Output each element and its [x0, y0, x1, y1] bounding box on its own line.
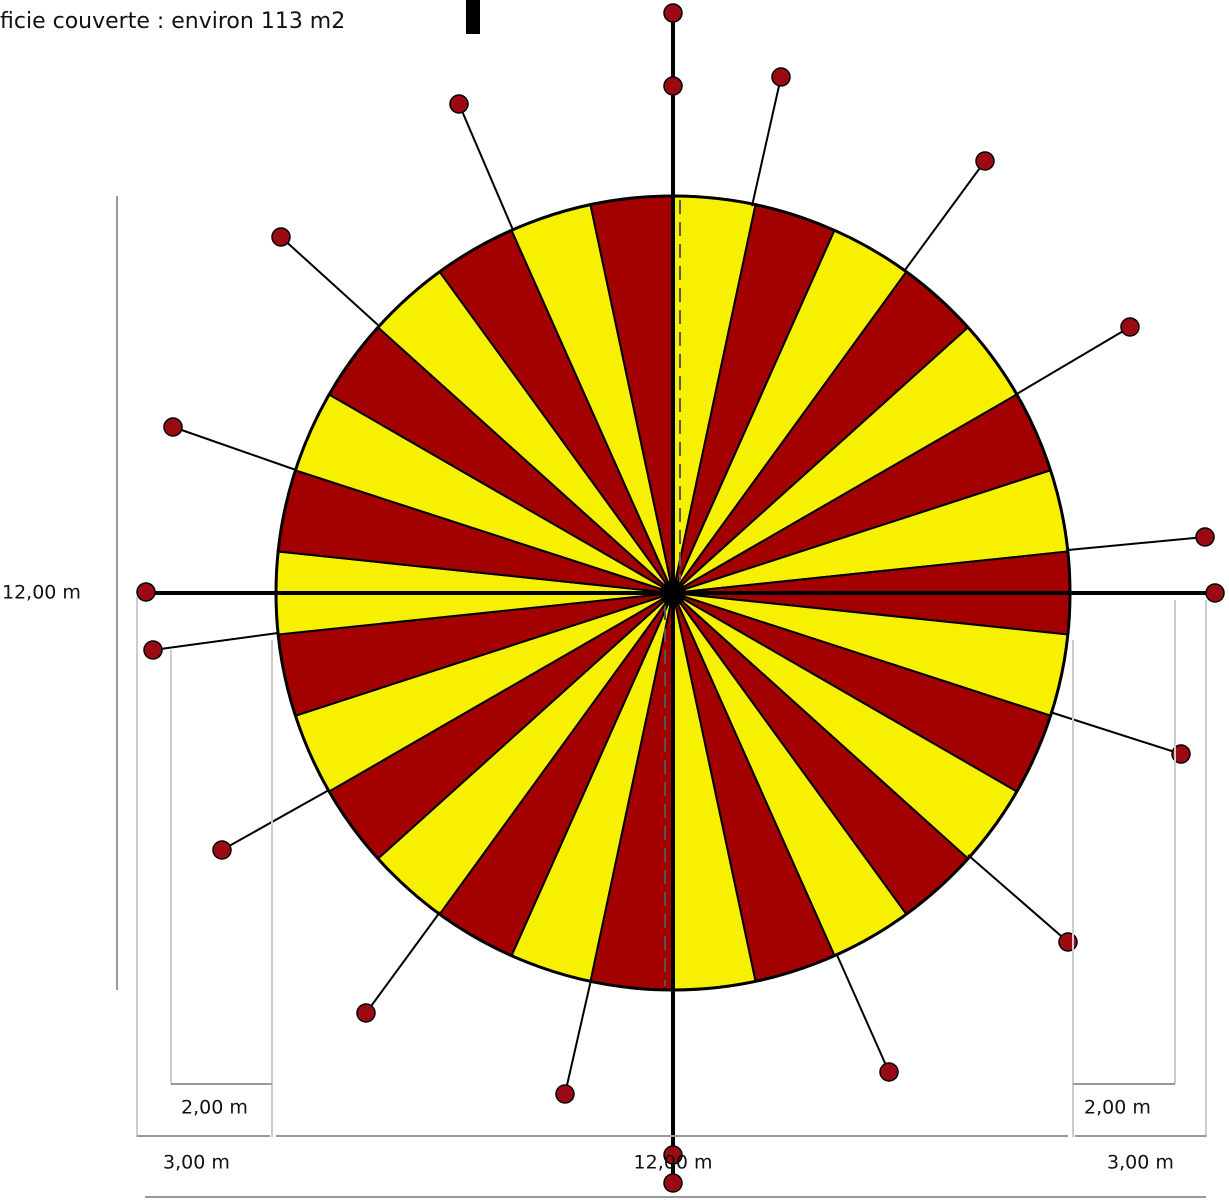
stake: [663, 1173, 683, 1193]
guy-rope: [458, 103, 514, 231]
stake: [163, 417, 183, 437]
stake: [663, 1145, 683, 1165]
dim-label: 2,00 m: [1084, 1097, 1151, 1119]
guy-rope: [836, 954, 890, 1073]
cut-glyph: [466, 0, 480, 34]
guy-rope: [152, 632, 279, 651]
subtitle: ficie couverte : environ 113 m2: [0, 9, 345, 34]
guy-rope: [904, 160, 986, 271]
dim-label: 2,00 m: [181, 1097, 248, 1119]
guy-rope: [1014, 326, 1131, 396]
stake: [143, 640, 163, 660]
guy-rope: [564, 979, 592, 1095]
stake: [555, 1084, 575, 1104]
guy-rope: [365, 911, 441, 1014]
dim-label: 3,00 m: [163, 1152, 230, 1174]
center-pole: [660, 580, 686, 606]
guy-rope: [1067, 536, 1206, 551]
guy-rope: [221, 789, 330, 851]
guy-rope: [967, 854, 1069, 943]
stake: [1120, 317, 1140, 337]
stake: [879, 1062, 899, 1082]
stake: [771, 67, 791, 87]
guy-rope: [1049, 711, 1182, 755]
stake: [212, 840, 232, 860]
stake: [1058, 932, 1078, 952]
stake: [136, 582, 156, 602]
stake: [975, 151, 995, 171]
stake: [271, 227, 291, 247]
guy-rope: [280, 236, 379, 326]
stake: [1171, 744, 1191, 764]
stake: [1195, 527, 1215, 547]
dim-label: 12,00 m: [2, 582, 81, 604]
dim-lines: [136, 597, 1207, 1198]
guy-ropes: [152, 76, 1206, 1095]
roof-wedges: [275, 194, 1072, 992]
guy-rope: [172, 426, 297, 471]
stake: [1205, 583, 1225, 603]
stake: [663, 76, 683, 96]
guy-rope: [751, 76, 782, 207]
stake: [449, 94, 469, 114]
dim-label: 12,00 m: [634, 1152, 713, 1174]
stake: [356, 1003, 376, 1023]
dim-label: 3,00 m: [1107, 1152, 1174, 1174]
stake: [663, 3, 683, 23]
